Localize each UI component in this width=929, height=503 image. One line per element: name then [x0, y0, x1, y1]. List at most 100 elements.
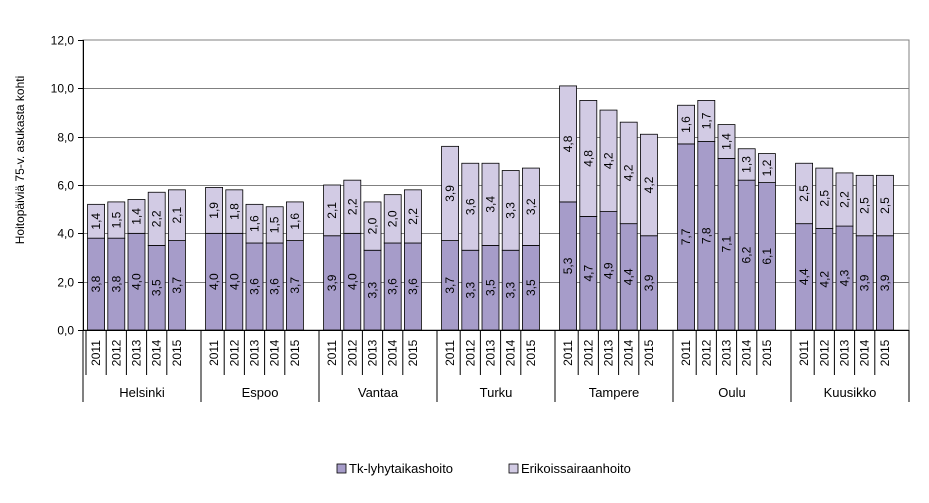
bar-segment-Erikoissairaanhoito [677, 104, 695, 145]
data-label: 1,4 [130, 208, 144, 225]
data-label: 2,5 [797, 185, 811, 202]
bar-segment-Erikoissairaanhoito [107, 201, 126, 239]
bar-segment-Erikoissairaanhoito [461, 162, 480, 251]
bar-segment-Erikoissairaanhoito [697, 100, 716, 142]
x-tick-label: 2014 [150, 339, 164, 366]
bar-segment-Erikoissairaanhoito [835, 172, 854, 227]
data-label: 2,0 [366, 217, 380, 234]
data-label: 1,8 [227, 203, 241, 220]
x-tick-label: 2011 [561, 340, 575, 366]
x-tick-label: 2013 [130, 339, 144, 366]
x-tick-label: 2015 [642, 339, 656, 366]
data-label: 4,8 [581, 150, 595, 167]
y-tick-label: 6,0 [57, 179, 74, 193]
x-tick-label: 2013 [720, 339, 734, 366]
data-label: 1,5 [109, 211, 123, 228]
bar-segment-Erikoissairaanhoito [599, 109, 618, 212]
data-label: 1,6 [288, 213, 302, 230]
legend: Tk-lyhytaikashoito Erikoissairaanhoito [336, 461, 631, 476]
data-label: 3,5 [150, 279, 164, 296]
x-tick-label: 2011 [443, 340, 457, 366]
data-label: 3,6 [268, 278, 282, 295]
bar-segment-Erikoissairaanhoito [579, 100, 598, 217]
data-label: 2,5 [858, 197, 872, 214]
bar-segment-Erikoissairaanhoito [265, 206, 284, 244]
x-tick-label: 2011 [207, 340, 221, 366]
x-tick-label: 2014 [740, 339, 754, 366]
x-tick-label: 2014 [268, 339, 282, 366]
data-label: 3,6 [248, 278, 262, 295]
data-label: 2,2 [406, 208, 420, 225]
data-label: 4,4 [622, 268, 636, 285]
data-label: 1,9 [207, 202, 221, 219]
x-tick-label: 2014 [622, 339, 636, 366]
bar-segment-Erikoissairaanhoito [147, 191, 166, 246]
bar-segment-Erikoissairaanhoito [403, 189, 422, 244]
data-label: 1,4 [89, 213, 103, 230]
bar-segment-Erikoissairaanhoito [245, 203, 264, 244]
x-tick-label: 2013 [484, 339, 498, 366]
data-label: 3,8 [89, 275, 103, 292]
x-tick-label: 2015 [760, 339, 774, 366]
data-label: 4,2 [642, 176, 656, 193]
data-label: 1,6 [679, 116, 693, 133]
data-label: 3,3 [504, 281, 518, 298]
y-tick-label: 12,0 [51, 34, 75, 48]
bar-segment-Erikoissairaanhoito [795, 162, 813, 225]
data-label: 2,2 [345, 198, 359, 215]
x-tick-label: 2014 [386, 339, 400, 366]
y-tick-label: 0,0 [57, 324, 74, 338]
data-label: 1,4 [720, 133, 734, 150]
data-label: 3,2 [524, 198, 538, 215]
x-tick-label: 2012 [345, 339, 359, 366]
data-label: 4,2 [602, 152, 616, 169]
x-tick-label: 2011 [679, 340, 693, 366]
data-label: 4,4 [797, 268, 811, 285]
bar-segment-Erikoissairaanhoito [383, 194, 402, 244]
bar-segment-Erikoissairaanhoito [441, 145, 460, 241]
bar-segment-Erikoissairaanhoito [87, 203, 105, 239]
x-tick-label: 2015 [524, 339, 538, 366]
group-label: Oulu [718, 385, 745, 400]
group-label: Vantaa [358, 385, 399, 400]
data-label: 7,8 [699, 227, 713, 244]
data-label: 7,1 [720, 236, 734, 253]
data-label: 3,7 [288, 277, 302, 294]
bar-segment-Erikoissairaanhoito [758, 153, 776, 183]
data-label: 3,9 [878, 274, 892, 291]
bar-segment-Erikoissairaanhoito [127, 199, 146, 234]
group-label: Espoo [242, 385, 279, 400]
x-tick-label: 2012 [227, 339, 241, 366]
x-tick-label: 2012 [817, 339, 831, 366]
group-label: Kuusikko [824, 385, 877, 400]
data-label: 2,5 [817, 190, 831, 207]
data-label: 4,3 [838, 269, 852, 286]
x-tick-label: 2013 [602, 339, 616, 366]
data-label: 2,2 [150, 210, 164, 227]
data-label: 1,6 [248, 215, 262, 232]
data-label: 4,8 [561, 135, 575, 152]
bar-segment-Erikoissairaanhoito [815, 167, 834, 229]
y-tick-label: 8,0 [57, 131, 74, 145]
data-label: 2,1 [325, 202, 339, 219]
bar-segment-Erikoissairaanhoito [737, 148, 756, 181]
x-tick-label: 2012 [581, 339, 595, 366]
x-tick-label: 2015 [406, 339, 420, 366]
x-tick-label: 2014 [858, 339, 872, 366]
x-tick-label: 2011 [89, 340, 103, 366]
legend-label: Erikoissairaanhoito [521, 461, 631, 476]
data-label: 3,9 [858, 274, 872, 291]
data-label: 3,9 [325, 274, 339, 291]
legend-swatch [508, 463, 519, 474]
data-label: 2,1 [170, 207, 184, 224]
group-label: Helsinki [119, 385, 165, 400]
data-label: 3,5 [524, 279, 538, 296]
data-label: 3,7 [443, 277, 457, 294]
x-tick-label: 2012 [463, 339, 477, 366]
bar-segment-Erikoissairaanhoito [876, 174, 894, 237]
group-label: Turku [480, 385, 513, 400]
data-label: 1,3 [740, 156, 754, 173]
data-label: 4,0 [130, 273, 144, 290]
